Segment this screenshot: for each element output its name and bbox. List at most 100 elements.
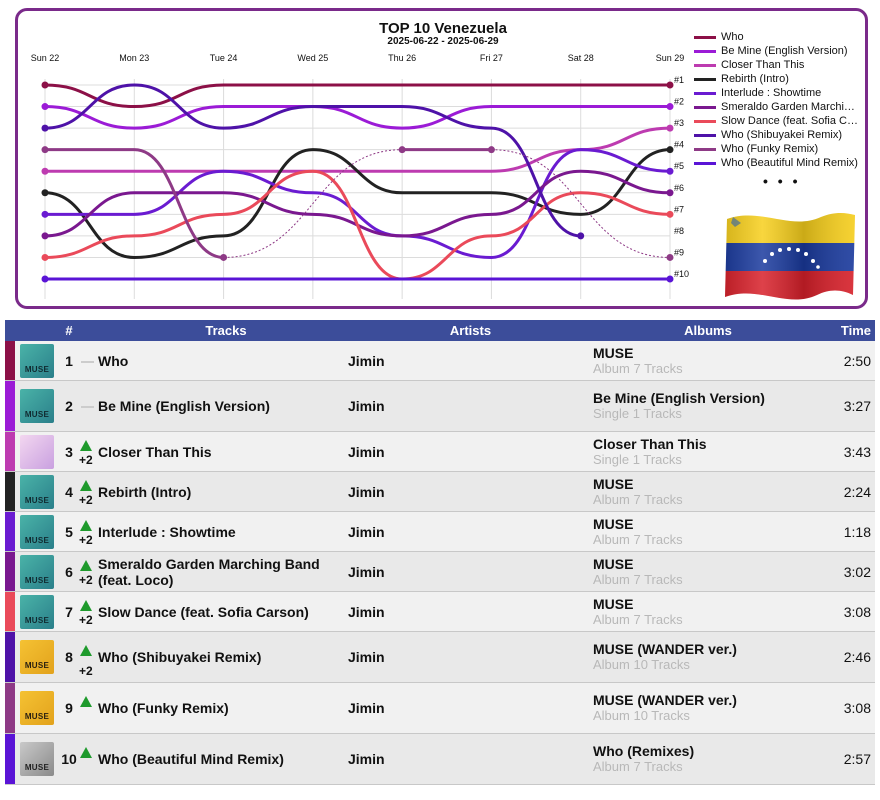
album-art-text: MUSE bbox=[24, 535, 50, 545]
header-rank[interactable]: # bbox=[65, 323, 73, 338]
series-point[interactable] bbox=[666, 81, 674, 89]
track-title[interactable]: Rebirth (Intro) bbox=[98, 483, 192, 500]
legend-item[interactable]: Be Mine (English Version) bbox=[694, 44, 862, 58]
series-point[interactable] bbox=[41, 124, 49, 132]
series-point[interactable] bbox=[666, 103, 674, 111]
track-title[interactable]: Closer Than This bbox=[98, 443, 212, 460]
chart-subtitle: 2025-06-22 - 2025-06-29 bbox=[387, 36, 499, 47]
artist-name[interactable]: Jimin bbox=[348, 563, 385, 580]
album-art[interactable]: MUSE bbox=[20, 474, 54, 509]
series-point[interactable] bbox=[666, 275, 674, 283]
series-point[interactable] bbox=[666, 210, 674, 218]
series-line[interactable] bbox=[44, 83, 581, 238]
album-name[interactable]: MUSE bbox=[593, 595, 634, 612]
series-point[interactable] bbox=[487, 146, 495, 154]
series-point[interactable] bbox=[666, 189, 674, 197]
album-art[interactable]: MUSE bbox=[20, 640, 54, 674]
series-point[interactable] bbox=[41, 232, 49, 240]
album-name[interactable]: Who (Remixes) bbox=[593, 743, 695, 759]
album-art[interactable] bbox=[20, 434, 54, 469]
album-name[interactable]: MUSE bbox=[593, 555, 634, 572]
series-line[interactable] bbox=[44, 105, 670, 130]
table-row[interactable]: MUSE 7 +2 Slow Dance (feat. Sofia Carson) Ji… bbox=[5, 592, 875, 632]
album-name[interactable]: MUSE bbox=[593, 344, 634, 361]
track-title[interactable]: Slow Dance (feat. Sofia Carson) bbox=[98, 603, 309, 620]
series-point[interactable] bbox=[41, 81, 49, 89]
track-title[interactable]: Who (Funky Remix) bbox=[98, 700, 229, 716]
artist-name[interactable]: Jimin bbox=[348, 352, 385, 369]
legend-item[interactable]: Smeraldo Garden Marching... bbox=[694, 100, 862, 114]
album-info: Single 1 Tracks bbox=[593, 451, 682, 467]
artist-name[interactable]: Jimin bbox=[348, 523, 385, 540]
legend-more-indicator[interactable]: • • • bbox=[763, 173, 801, 189]
album-name[interactable]: MUSE bbox=[593, 475, 634, 492]
series-point[interactable] bbox=[398, 146, 406, 154]
track-title[interactable]: Interlude : Showtime bbox=[98, 523, 236, 540]
table-row[interactable]: MUSE 10 Who (Beautiful Mind Remix) Jimin Who… bbox=[5, 734, 875, 785]
table-row[interactable]: MUSE 4 +2 Rebirth (Intro) Jimin MUSE Album 7 T… bbox=[5, 472, 875, 512]
header-tracks[interactable]: Tracks bbox=[205, 323, 247, 338]
series-point[interactable] bbox=[41, 146, 49, 154]
track-title[interactable]: Who (Shibuyakei Remix) bbox=[98, 649, 262, 665]
series-line[interactable] bbox=[44, 148, 671, 259]
legend-item[interactable]: Who (Beautiful Mind Remix) bbox=[694, 156, 862, 170]
table-row[interactable]: MUSE 8 +2 Who (Shibuyakei Remix) Jimin MUSE (… bbox=[5, 632, 875, 683]
artist-name[interactable]: Jimin bbox=[348, 700, 385, 716]
legend-item[interactable]: Rebirth (Intro) bbox=[694, 72, 862, 86]
series-point[interactable] bbox=[666, 167, 674, 175]
artist-name[interactable]: Jimin bbox=[348, 398, 385, 414]
table-row[interactable]: MUSE 6 +2 Smeraldo Garden Marching Band (fe… bbox=[5, 552, 875, 592]
track-title[interactable]: Who bbox=[98, 352, 129, 369]
track-title[interactable]: Be Mine (English Version) bbox=[98, 398, 270, 414]
table-row[interactable]: MUSE 2 Be Mine (English Version) Jimin Be Mi… bbox=[5, 381, 875, 432]
series-point[interactable] bbox=[41, 103, 49, 111]
legend-item[interactable]: Interlude : Showtime bbox=[694, 86, 862, 100]
header-artists[interactable]: Artists bbox=[449, 323, 492, 338]
series-point[interactable] bbox=[41, 253, 49, 261]
album-name[interactable]: MUSE (WANDER ver.) bbox=[593, 692, 737, 708]
album-art[interactable]: MUSE bbox=[20, 742, 54, 776]
series-point[interactable] bbox=[41, 210, 49, 218]
album-art[interactable]: MUSE bbox=[20, 343, 54, 378]
series-line[interactable] bbox=[45, 148, 671, 259]
legend-item[interactable]: Who bbox=[694, 30, 862, 44]
series-point[interactable] bbox=[577, 232, 585, 240]
legend-item[interactable]: Closer Than This bbox=[694, 58, 862, 72]
album-art[interactable]: MUSE bbox=[20, 554, 54, 589]
series-line[interactable] bbox=[44, 83, 670, 109]
header-albums[interactable]: Albums bbox=[684, 323, 732, 338]
artist-name[interactable]: Jimin bbox=[348, 649, 385, 665]
track-title[interactable]: Who (Beautiful Mind Remix) bbox=[98, 751, 284, 767]
series-point[interactable] bbox=[666, 253, 674, 261]
series-line[interactable] bbox=[44, 169, 671, 281]
header-time[interactable]: Time bbox=[840, 323, 871, 338]
series-point[interactable] bbox=[41, 189, 49, 197]
album-name[interactable]: MUSE bbox=[593, 515, 634, 532]
artist-name[interactable]: Jimin bbox=[348, 751, 385, 767]
album-name[interactable]: Be Mine (English Version) bbox=[593, 390, 765, 406]
series-point[interactable] bbox=[41, 167, 49, 175]
series-point[interactable] bbox=[220, 253, 228, 261]
artist-name[interactable]: Jimin bbox=[348, 603, 385, 620]
table-row[interactable]: 3 +2 Closer Than This Jimin Closer Than This… bbox=[5, 432, 875, 472]
table-row[interactable]: MUSE 9 Who (Funky Remix) Jimin MUSE (WANDER … bbox=[5, 683, 875, 734]
series-point[interactable] bbox=[666, 124, 674, 132]
table-row[interactable]: MUSE 1 Who Jimin MUSE Album 7 Tracks 2:50 bbox=[5, 341, 875, 381]
legend-item[interactable]: Who (Shibuyakei Remix) bbox=[694, 128, 862, 142]
series-point[interactable] bbox=[41, 275, 49, 283]
album-name[interactable]: MUSE (WANDER ver.) bbox=[593, 641, 737, 657]
album-art[interactable]: MUSE bbox=[20, 594, 54, 629]
legend-item[interactable]: Who (Funky Remix) bbox=[694, 142, 862, 156]
table-row[interactable]: MUSE 5 +2 Interlude : Showtime Jimin MUSE Albu… bbox=[5, 512, 875, 552]
artist-name[interactable]: Jimin bbox=[348, 443, 385, 460]
artist-name[interactable]: Jimin bbox=[348, 483, 385, 500]
album-art[interactable]: MUSE bbox=[20, 389, 54, 423]
album-name[interactable]: Closer Than This bbox=[593, 435, 707, 452]
track-title[interactable]: Smeraldo Garden Marching Band (feat. Loc… bbox=[98, 555, 320, 588]
series-line[interactable] bbox=[44, 169, 671, 238]
album-art[interactable]: MUSE bbox=[20, 514, 54, 549]
legend-item[interactable]: Slow Dance (feat. Sofia Ca... bbox=[694, 114, 862, 128]
album-art[interactable]: MUSE bbox=[20, 691, 54, 725]
series-point[interactable] bbox=[666, 146, 674, 154]
series-line[interactable] bbox=[45, 148, 224, 259]
